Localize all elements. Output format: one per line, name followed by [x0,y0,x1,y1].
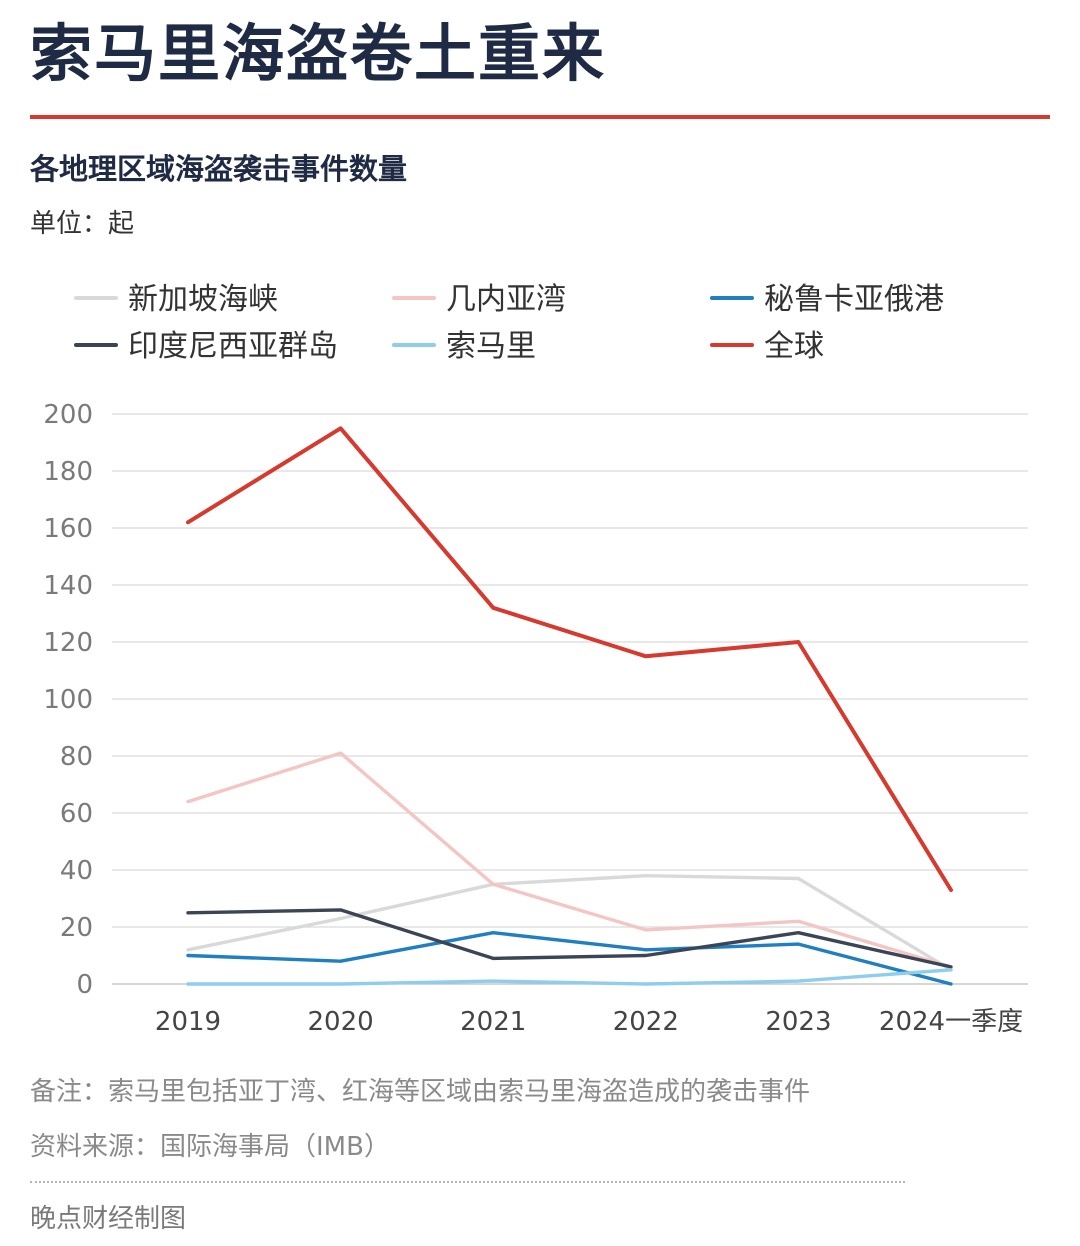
series-line-3 [186,908,953,969]
y-tick-label: 120 [43,628,93,658]
legend-item: 新加坡海峡 [74,282,278,317]
legend-label: 印度尼西亚群岛 [128,329,338,364]
footer-divider [30,1181,905,1183]
legend-label: 几内亚湾 [446,282,566,317]
series-line-2 [186,931,953,986]
source-line: 资料来源：国际海事局（IMB） [30,1132,390,1162]
y-tick-label: 0 [76,970,93,1000]
y-tick-label: 140 [43,571,93,601]
y-tick-label: 200 [43,400,93,430]
y-axis: 0 20 40 60 80 100 120 140 160 180 200 [43,400,93,1000]
legend-label: 索马里 [446,329,536,364]
chart-subtitle: 各地理区域海盗袭击事件数量 [30,152,408,186]
y-tick-label: 20 [60,913,93,943]
legend-label: 全球 [764,329,824,364]
credit-line: 晚点财经制图 [30,1204,187,1234]
chart-title: 索马里海盗卷土重来 [30,17,607,90]
legend-item: 几内亚湾 [392,282,566,317]
series-line-0 [186,874,953,972]
x-tick-label: 2023 [765,1007,831,1037]
series-line-4 [186,968,953,986]
unit-label: 单位：起 [30,209,135,239]
series-lines [186,426,953,986]
legend-label: 新加坡海峡 [128,282,278,317]
x-tick-label: 2019 [155,1007,221,1037]
y-tick-label: 80 [60,742,93,772]
series-line-5 [186,426,953,892]
x-tick-label: 2022 [613,1007,679,1037]
y-tick-label: 60 [60,799,93,829]
legend-item: 全球 [710,329,824,364]
legend-item: 索马里 [392,329,536,364]
legend-item: 秘鲁卡亚俄港 [710,282,944,317]
title-divider [30,115,1050,119]
y-tick-label: 160 [43,514,93,544]
legend-label: 秘鲁卡亚俄港 [764,282,944,317]
y-tick-label: 180 [43,457,93,487]
series-line-1 [186,751,953,969]
x-axis: 2019 2020 2021 2022 2023 2024一季度 [155,1007,1023,1037]
x-tick-label: 2021 [460,1007,526,1037]
x-tick-label: 2020 [308,1007,374,1037]
y-tick-label: 40 [60,856,93,886]
footnote: 备注：索马里包括亚丁湾、红海等区域由索马里海盗造成的袭击事件 [30,1077,811,1107]
legend-item: 印度尼西亚群岛 [74,329,338,364]
y-tick-label: 100 [43,685,93,715]
gridlines [112,413,1028,985]
x-tick-label: 2024一季度 [879,1007,1023,1037]
